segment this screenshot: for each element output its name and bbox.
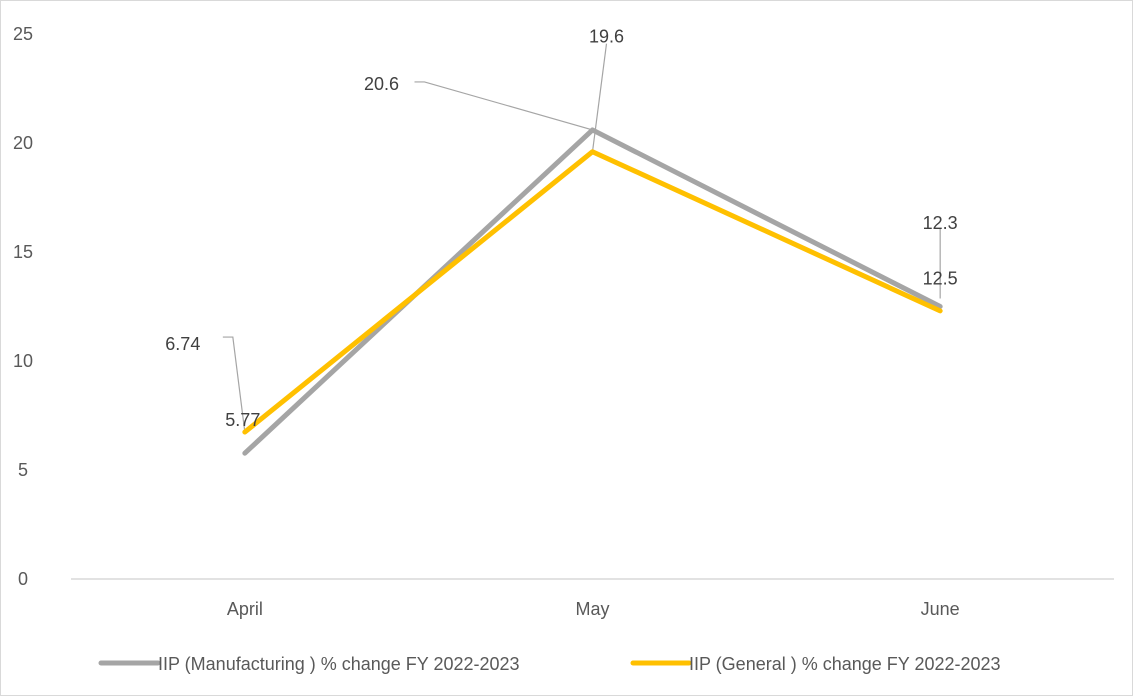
series-line-manufacturing [242, 127, 943, 456]
label-leader-lines [222, 43, 941, 433]
y-axis-ticks: 0 5 10 15 20 25 [13, 24, 33, 589]
y-tick-label: 10 [13, 351, 33, 371]
data-label: 20.6 [364, 74, 399, 94]
data-label: 19.6 [589, 27, 624, 47]
data-label: 5.77 [225, 410, 260, 430]
legend: IIP (Manufacturing ) % change FY 2022-20… [98, 654, 1001, 674]
x-tick-label: May [575, 599, 609, 619]
data-label: 12.3 [923, 213, 958, 233]
legend-label: IIP (Manufacturing ) % change FY 2022-20… [158, 654, 520, 674]
x-tick-label: April [227, 599, 263, 619]
leader-line [414, 81, 593, 131]
y-tick-label: 5 [18, 460, 28, 480]
y-tick-label: 0 [18, 569, 28, 589]
legend-label: IIP (General ) % change FY 2022-2023 [689, 654, 1001, 674]
x-axis-ticks: April May June [227, 599, 960, 619]
data-labels: 5.77 20.6 12.5 6.74 19.6 12.3 [165, 27, 957, 430]
x-tick-label: June [921, 599, 960, 619]
leader-line [222, 336, 246, 433]
y-tick-label: 15 [13, 242, 33, 262]
data-label: 6.74 [165, 334, 200, 354]
series-lines [242, 127, 943, 456]
data-label: 12.5 [923, 269, 958, 289]
y-tick-label: 25 [13, 24, 33, 44]
series-line-general [242, 149, 943, 435]
y-tick-label: 20 [13, 133, 33, 153]
